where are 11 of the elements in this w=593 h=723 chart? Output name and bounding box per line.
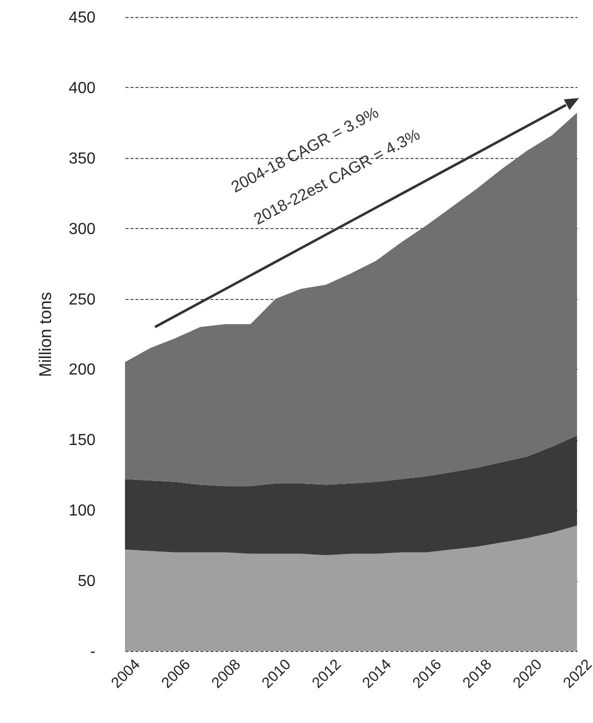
- y-tick-label: 350: [68, 150, 96, 168]
- y-axis-title: Million tons: [36, 292, 55, 378]
- y-tick-label: 50: [78, 573, 96, 590]
- y-tick-label: 100: [68, 502, 96, 520]
- y-tick-label: 450: [68, 10, 96, 26]
- y-tick-label: 150: [68, 432, 96, 450]
- y-tick-label: 200: [68, 362, 96, 379]
- y-tick-label: 400: [68, 80, 96, 97]
- y-tick-label: -: [90, 644, 96, 660]
- y-tick-label: 250: [68, 291, 96, 308]
- y-tick-label: 300: [68, 220, 96, 238]
